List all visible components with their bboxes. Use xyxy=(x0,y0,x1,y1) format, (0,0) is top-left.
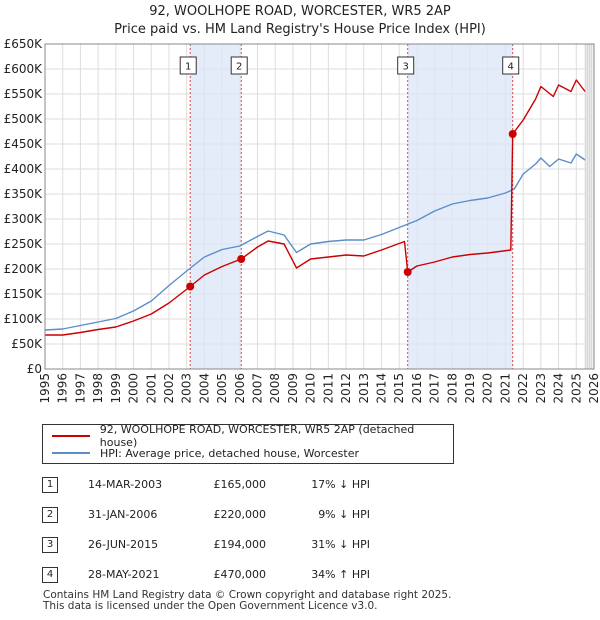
y-tick-label: £450K xyxy=(4,137,44,151)
x-tick-label: 2011 xyxy=(321,373,335,404)
transaction-hpi-diff: 9% ↓ HPI xyxy=(318,508,370,521)
property-price-line xyxy=(45,79,586,336)
x-tick-label: 2019 xyxy=(463,373,477,404)
y-tick-label: £400K xyxy=(4,162,44,176)
forecast-region xyxy=(585,44,594,369)
x-tick-label: 2005 xyxy=(215,373,229,404)
x-tick-label: 1997 xyxy=(73,373,87,404)
sale-marker-label: 3 xyxy=(403,62,409,73)
table-row: 3 26-JUN-2015 £194,000 31% ↓ HPI xyxy=(0,535,600,555)
chart-subtitle: Price paid vs. HM Land Registry's House … xyxy=(114,22,486,37)
sale-marker-box xyxy=(397,56,415,75)
transaction-price: £220,000 xyxy=(213,508,267,521)
x-tick-label: 2020 xyxy=(481,373,495,404)
x-tick-label: 2015 xyxy=(392,373,406,404)
transaction-price: £194,000 xyxy=(213,538,267,551)
x-tick-label: 2022 xyxy=(516,373,530,404)
x-tick-label: 2008 xyxy=(268,373,282,404)
x-tick-label: 2003 xyxy=(180,373,194,404)
legend-item-hpi: HPI: Average price, detached house, Worc… xyxy=(43,445,359,461)
x-tick-label: 2014 xyxy=(374,373,388,404)
footer-line-1: Contains HM Land Registry data © Crown c… xyxy=(43,589,452,601)
sale-point xyxy=(186,282,195,291)
x-tick-label: 2001 xyxy=(144,373,158,404)
y-tick-label: £600K xyxy=(4,62,44,76)
transaction-number-badge: 1 xyxy=(42,477,58,493)
sale-marker-box xyxy=(502,56,520,75)
x-tick-label: 2024 xyxy=(552,373,566,404)
x-tick-label: 2018 xyxy=(445,373,459,404)
transaction-number-badge: 3 xyxy=(42,537,58,553)
y-tick-label: £350K xyxy=(4,187,44,201)
chart-legend: 92, WOOLHOPE ROAD, WORCESTER, WR5 2AP (d… xyxy=(42,423,454,464)
legend-hpi-swatch xyxy=(52,452,90,454)
x-tick-label: 2016 xyxy=(410,373,424,404)
legend-item-price: 92, WOOLHOPE ROAD, WORCESTER, WR5 2AP (d… xyxy=(43,423,453,449)
x-tick-label: 2009 xyxy=(286,373,300,404)
sale-point xyxy=(403,268,412,276)
sale-marker-label: 1 xyxy=(185,62,191,73)
x-tick-label: 2000 xyxy=(127,373,141,404)
transaction-hpi-diff: 31% ↓ HPI xyxy=(311,538,370,551)
x-tick-label: 2002 xyxy=(162,373,176,404)
legend-price-label: 92, WOOLHOPE ROAD, WORCESTER, WR5 2AP (d… xyxy=(99,423,415,449)
x-tick-label: 2013 xyxy=(357,373,371,404)
x-tick-label: 2012 xyxy=(339,373,353,404)
x-tick-label: 2006 xyxy=(233,373,247,404)
hpi-line xyxy=(44,153,586,331)
y-tick-label: £550K xyxy=(4,87,44,101)
price-chart: 92, WOOLHOPE ROAD, WORCESTER, WR5 2AP Pr… xyxy=(4,4,600,404)
holding-period-shade xyxy=(407,44,513,369)
transaction-date: 26-JUN-2015 xyxy=(88,538,159,551)
x-tick-label: 1998 xyxy=(91,373,105,404)
legend-hpi-label: HPI: Average price, detached house, Worc… xyxy=(100,446,360,460)
y-tick-label: £650K xyxy=(4,37,44,51)
transaction-date: 28-MAY-2021 xyxy=(88,568,160,581)
holding-period-shade xyxy=(190,44,242,369)
plot-frame xyxy=(44,43,595,370)
y-tick-label: £50K xyxy=(11,337,43,351)
transaction-number-badge: 4 xyxy=(42,567,58,583)
x-tick-label: 1995 xyxy=(38,373,52,404)
sale-point xyxy=(237,255,246,263)
y-tick-label: £250K xyxy=(4,237,44,251)
table-row: 4 28-MAY-2021 £470,000 34% ↑ HPI xyxy=(0,565,600,585)
sale-point xyxy=(508,130,517,138)
transaction-date: 14-MAR-2003 xyxy=(88,478,163,491)
x-tick-label: 2017 xyxy=(428,373,442,404)
x-tick-label: 2010 xyxy=(304,373,318,404)
x-tick-label: 1996 xyxy=(56,373,70,404)
transaction-number-badge: 2 xyxy=(42,507,58,523)
x-tick-label: 2023 xyxy=(534,373,548,404)
x-tick-label: 2025 xyxy=(569,373,583,404)
y-tick-label: £100K xyxy=(4,312,44,326)
x-tick-label: 1999 xyxy=(109,373,123,404)
transaction-price: £165,000 xyxy=(213,478,267,491)
sale-marker-box xyxy=(230,56,248,75)
transaction-hpi-diff: 17% ↓ HPI xyxy=(311,478,370,491)
x-tick-label: 2004 xyxy=(197,373,211,404)
y-tick-label: £200K xyxy=(4,262,44,276)
x-tick-label: 2021 xyxy=(498,373,512,404)
y-tick-label: £500K xyxy=(4,112,44,126)
legend-price-swatch xyxy=(52,435,90,437)
sale-marker-box xyxy=(179,56,197,75)
transaction-price: £470,000 xyxy=(213,568,267,581)
footer-attribution: Contains HM Land Registry data © Crown c… xyxy=(43,590,451,612)
y-tick-label: £0 xyxy=(27,362,42,376)
transaction-date: 31-JAN-2006 xyxy=(88,508,158,521)
table-row: 1 14-MAR-2003 £165,000 17% ↓ HPI xyxy=(0,475,600,495)
sale-marker-label: 4 xyxy=(508,62,514,73)
y-tick-label: £150K xyxy=(4,287,44,301)
sale-marker-label: 2 xyxy=(236,62,242,73)
chart-title: 92, WOOLHOPE ROAD, WORCESTER, WR5 2AP xyxy=(149,4,451,19)
x-tick-label: 2026 xyxy=(587,373,600,404)
x-tick-label: 2007 xyxy=(251,373,265,404)
table-row: 2 31-JAN-2006 £220,000 9% ↓ HPI xyxy=(0,505,600,525)
transaction-hpi-diff: 34% ↑ HPI xyxy=(311,568,370,581)
footer-line-2: This data is licensed under the Open Gov… xyxy=(43,600,378,612)
y-tick-label: £300K xyxy=(4,212,44,226)
